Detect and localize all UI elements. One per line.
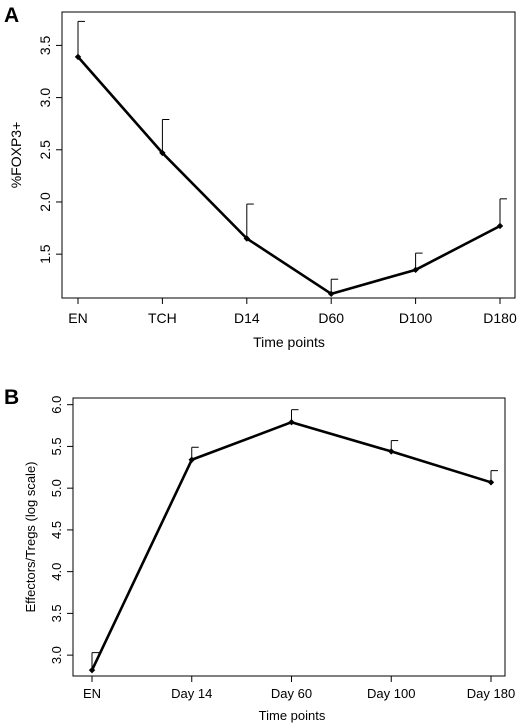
data-point	[328, 290, 335, 298]
y-tick-label: 5.0	[49, 479, 64, 497]
data-point	[412, 266, 419, 274]
panel-a-letter: A	[4, 4, 19, 27]
panel-b-x-axis-title: Time points	[259, 708, 326, 723]
panel-b-series	[88, 409, 498, 674]
y-tick-label: 4.0	[49, 563, 64, 581]
y-tick-label: 3.0	[37, 88, 53, 108]
data-point	[88, 666, 96, 674]
y-tick-label: 3.5	[49, 604, 64, 622]
panel-a-series	[74, 20, 507, 298]
x-tick-label: D60	[318, 310, 344, 326]
panel-b: B EN Day 14 Day 60 Day 100 Day 180 3.0 3.5 4.0…	[4, 386, 515, 723]
panel-b-y-axis: 3.0 3.5 4.0 4.5 5.0 5.5 6.0	[49, 396, 73, 664]
series-line	[77, 56, 501, 296]
y-tick-label: 4.5	[49, 521, 64, 539]
series-line	[90, 420, 492, 671]
y-tick-label: 5.5	[49, 437, 64, 455]
panel-a-x-axis-title: Time points	[253, 334, 325, 350]
y-tick-label: 6.0	[49, 396, 64, 414]
panel-a-plot-frame	[61, 11, 516, 299]
data-point	[487, 479, 495, 486]
x-tick-label: EN	[68, 310, 87, 326]
panel-a-y-axis: 1.5 2.0 2.5 3.0 3.5	[37, 35, 62, 264]
panel-a-y-axis-title: %FOXP3+	[8, 122, 24, 189]
x-tick-label: Day 60	[271, 686, 312, 701]
panel-a: A EN TCH D14 D60 D100 D180 1.5 2.0 2.5 3.0 3.5 Ti…	[4, 4, 517, 350]
x-tick-label: Day 14	[171, 686, 212, 701]
y-tick-label: 3.0	[49, 646, 64, 664]
x-tick-label: Day 100	[367, 686, 415, 701]
panel-b-y-axis-title: Effectors/Tregs (log scale)	[23, 462, 38, 613]
panel-b-x-axis: EN Day 14 Day 60 Day 100 Day 180	[83, 676, 515, 701]
data-point	[288, 419, 295, 426]
x-tick-label: D180	[483, 310, 517, 326]
panel-b-plot-frame	[72, 397, 506, 677]
data-point	[496, 222, 504, 230]
y-tick-label: 2.5	[37, 140, 53, 160]
panel-b-letter: B	[4, 386, 19, 409]
data-point	[388, 448, 395, 455]
x-tick-label: Day 180	[467, 686, 515, 701]
x-tick-label: TCH	[148, 310, 177, 326]
x-tick-label: D14	[234, 310, 260, 326]
data-point	[188, 456, 195, 463]
y-tick-label: 2.0	[37, 192, 53, 212]
data-point	[159, 149, 166, 157]
x-tick-label: EN	[83, 686, 101, 701]
y-tick-label: 1.5	[37, 244, 53, 264]
y-tick-label: 3.5	[37, 35, 53, 55]
panel-a-x-axis: EN TCH D14 D60 D100 D180	[68, 298, 517, 326]
data-point	[243, 235, 250, 242]
data-point	[74, 53, 82, 61]
x-tick-label: D100	[399, 310, 433, 326]
